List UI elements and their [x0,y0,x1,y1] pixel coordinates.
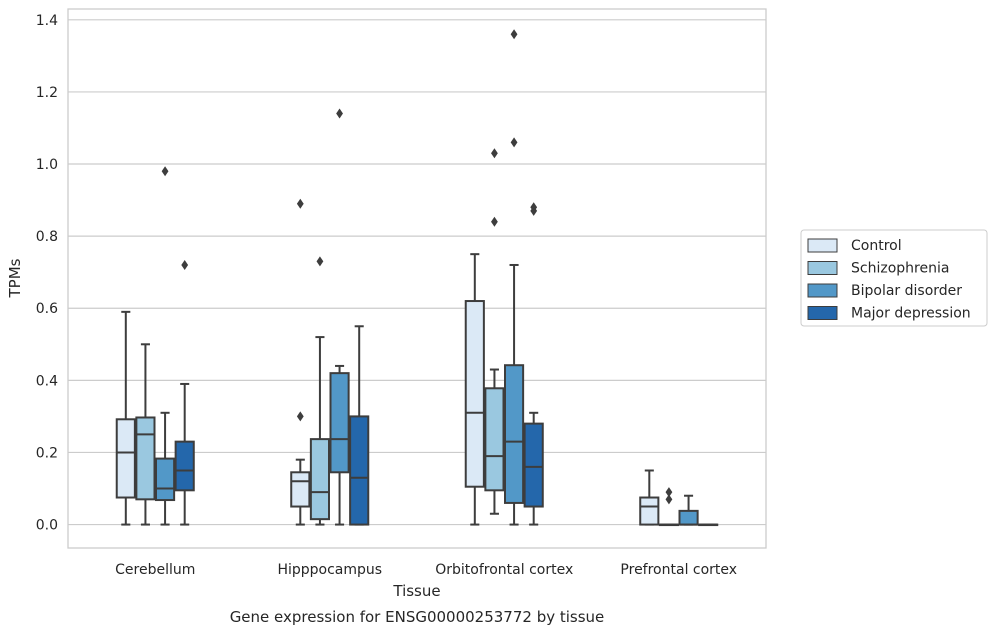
box [639,496,660,526]
outlier-point [510,137,518,148]
box-group [639,469,660,526]
box [115,418,136,499]
legend: Control Schizophrenia Bipolar disorder Majo… [800,229,988,327]
y-axis-label: TPMs [6,258,24,298]
legend-swatch [807,238,838,253]
grid-lines [68,19,766,526]
legend-swatch [807,306,838,320]
box-group [135,343,156,526]
legend-label: Schizophrenia [851,261,949,277]
y-tick-label: 1.0 [36,157,58,173]
outlier-point [510,29,518,40]
box-group [504,29,525,526]
outlier-point [296,411,304,422]
y-tick-label: 0.8 [36,229,58,245]
legend-label: Control [851,238,902,254]
box [523,422,544,508]
plot-marks [115,29,719,527]
y-tick-label: 0.4 [36,373,58,389]
legend-swatch [807,283,838,298]
box [329,372,350,474]
x-axis-label: Tissue [392,582,440,600]
x-tick-labels: Cerebellum Hipppocampus Orbitofrontal cort… [115,562,737,578]
y-tick-label: 0.6 [36,301,58,317]
box [484,387,505,492]
box-group [698,523,719,527]
outlier-point [161,166,169,177]
box-group [523,202,544,526]
outlier-point [181,259,189,270]
box [464,300,485,488]
outlier-point [336,108,343,119]
box-group [678,494,699,526]
plot-frame [67,8,767,549]
box [155,457,176,502]
legend-frame [800,229,988,327]
legend-swatch [807,261,838,275]
box-group [309,256,330,526]
box [309,438,330,521]
box [135,416,156,501]
x-tick-label: Hipppocampus [277,562,382,578]
box [290,471,311,508]
legend-label: Bipolar disorder [851,283,962,299]
box [678,509,699,526]
box-group [290,198,311,526]
outlier-point [316,256,324,267]
outlier-point [491,216,498,227]
y-tick-labels: 0.0 0.2 0.4 0.6 0.8 1.0 1.2 1.4 [36,13,58,534]
x-tick-label: Orbitofrontal cortex [435,562,573,578]
box-group [174,259,195,526]
box [349,415,370,526]
box-group [329,108,350,526]
box-group [464,253,485,526]
box-group [484,148,505,515]
outlier-point [665,494,673,505]
box-group [115,310,136,526]
box-group [349,325,370,526]
x-tick-label: Prefrontal cortex [620,562,737,578]
box [504,364,525,504]
box-group [155,166,176,526]
legend-label: Major depression [851,306,971,322]
chart-caption: Gene expression for ENSG00000253772 by t… [230,608,605,626]
y-tick-label: 0.0 [36,518,58,534]
x-tick-label: Cerebellum [115,562,195,578]
y-tick-label: 0.2 [36,445,58,461]
y-tick-label: 1.2 [36,85,58,101]
outlier-point [491,148,498,159]
box [174,440,195,492]
y-tick-label: 1.4 [36,13,58,29]
outlier-point [530,202,538,213]
outlier-point [665,487,673,498]
outlier-point [296,198,304,209]
box-group [658,487,680,527]
